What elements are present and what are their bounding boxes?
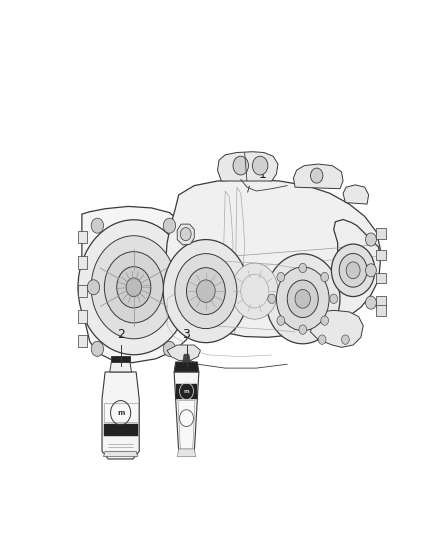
Polygon shape <box>103 424 138 436</box>
Circle shape <box>180 228 191 241</box>
Polygon shape <box>78 310 87 322</box>
Circle shape <box>91 236 177 339</box>
Polygon shape <box>167 345 201 360</box>
Polygon shape <box>174 362 199 372</box>
Circle shape <box>318 335 326 344</box>
Circle shape <box>342 335 349 344</box>
Polygon shape <box>78 335 87 348</box>
Circle shape <box>197 280 215 302</box>
Circle shape <box>87 280 100 295</box>
Polygon shape <box>111 356 130 362</box>
Polygon shape <box>177 449 196 457</box>
Text: m: m <box>184 389 189 394</box>
Polygon shape <box>343 185 369 204</box>
Polygon shape <box>376 273 386 284</box>
Polygon shape <box>174 372 199 453</box>
Circle shape <box>366 233 376 246</box>
Circle shape <box>252 156 268 175</box>
Circle shape <box>104 252 163 323</box>
Polygon shape <box>103 403 138 422</box>
Polygon shape <box>376 296 386 306</box>
Text: 2: 2 <box>117 328 124 342</box>
Polygon shape <box>183 354 191 362</box>
Circle shape <box>163 341 176 357</box>
Circle shape <box>346 262 360 279</box>
Polygon shape <box>78 231 87 244</box>
Circle shape <box>321 272 328 282</box>
Circle shape <box>277 316 285 325</box>
Polygon shape <box>78 285 87 297</box>
Polygon shape <box>78 256 87 269</box>
Circle shape <box>295 289 311 308</box>
Polygon shape <box>376 228 386 239</box>
Polygon shape <box>332 220 380 317</box>
Circle shape <box>163 218 176 233</box>
Circle shape <box>117 266 151 308</box>
Text: m: m <box>117 410 124 416</box>
Circle shape <box>332 244 375 296</box>
Circle shape <box>78 220 190 355</box>
Circle shape <box>187 268 225 314</box>
Circle shape <box>299 325 307 334</box>
Circle shape <box>126 278 141 297</box>
Circle shape <box>287 280 318 318</box>
Circle shape <box>163 239 248 343</box>
Circle shape <box>265 254 340 344</box>
Polygon shape <box>218 152 278 181</box>
Circle shape <box>91 218 103 233</box>
Circle shape <box>321 316 328 325</box>
Circle shape <box>276 267 329 330</box>
Circle shape <box>231 263 278 319</box>
Polygon shape <box>82 206 193 363</box>
Polygon shape <box>376 249 386 260</box>
Polygon shape <box>102 372 139 459</box>
Circle shape <box>91 341 103 357</box>
Polygon shape <box>166 180 380 337</box>
Circle shape <box>277 272 285 282</box>
Circle shape <box>366 264 376 277</box>
Circle shape <box>330 294 338 303</box>
Circle shape <box>233 156 248 175</box>
Text: 1: 1 <box>259 168 267 181</box>
Polygon shape <box>110 362 131 372</box>
Polygon shape <box>293 164 343 189</box>
Circle shape <box>268 294 276 303</box>
Polygon shape <box>178 400 195 449</box>
Text: 3: 3 <box>183 328 191 342</box>
Circle shape <box>311 168 323 183</box>
Circle shape <box>339 254 367 287</box>
Polygon shape <box>376 305 386 316</box>
Polygon shape <box>177 224 194 245</box>
Polygon shape <box>103 451 138 457</box>
Polygon shape <box>177 384 197 399</box>
Circle shape <box>299 263 307 273</box>
Circle shape <box>169 280 181 295</box>
Circle shape <box>366 296 376 309</box>
Circle shape <box>175 254 237 328</box>
Polygon shape <box>311 310 363 348</box>
